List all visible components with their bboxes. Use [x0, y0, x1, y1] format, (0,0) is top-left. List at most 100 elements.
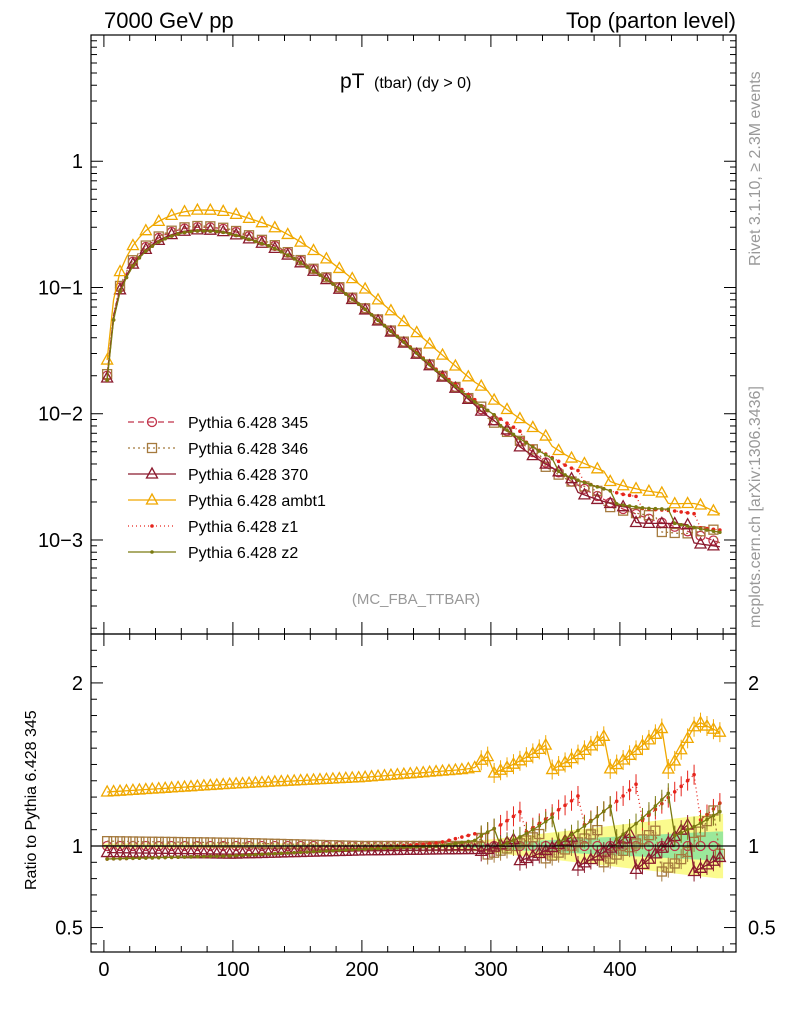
ratio-point	[563, 803, 567, 808]
ratio-point	[582, 824, 587, 828]
ratio-point	[189, 855, 193, 859]
ratio-point	[113, 845, 127, 858]
ratio-point	[672, 790, 677, 794]
ratio-point	[472, 831, 477, 836]
ratio-point	[466, 833, 471, 838]
data-point	[485, 408, 490, 413]
ratio-point	[289, 839, 300, 850]
ratio-point	[661, 761, 675, 774]
ratio-point	[268, 774, 282, 787]
data-point	[524, 441, 529, 445]
ratio-point	[706, 721, 721, 734]
ratio-point	[397, 843, 411, 856]
ratio-point	[214, 854, 219, 858]
data-point	[395, 334, 400, 339]
ratio-point	[255, 846, 269, 859]
data-point	[137, 256, 142, 260]
data-point	[603, 496, 617, 509]
data-point	[563, 463, 567, 467]
data-point	[305, 265, 309, 269]
data-point	[382, 323, 387, 328]
data-point	[653, 506, 658, 511]
ratio-point	[576, 828, 580, 833]
ratio-point	[311, 849, 316, 854]
ratio-point	[255, 775, 269, 788]
data-point	[410, 325, 424, 338]
ratio-point	[526, 746, 540, 759]
data-point	[460, 389, 464, 394]
data-point	[221, 230, 226, 235]
ratio-point	[614, 799, 619, 804]
data-point	[629, 515, 643, 528]
data-point	[616, 478, 630, 491]
data-point	[621, 503, 625, 507]
ratio-point	[627, 788, 632, 792]
data-point	[434, 368, 438, 373]
data-point	[511, 425, 516, 430]
data-point	[685, 524, 690, 528]
data-point	[358, 302, 372, 315]
ratio-point	[537, 823, 542, 828]
ratio-point	[324, 849, 329, 853]
data-point	[692, 525, 696, 530]
ratio-point	[442, 842, 456, 855]
y-tick-label-ratio-right: 0.5	[748, 918, 776, 940]
ratio-point	[377, 843, 392, 856]
ratio-point	[423, 842, 437, 855]
data-point	[229, 227, 243, 240]
ratio-point	[468, 760, 482, 773]
ratio-point	[343, 848, 348, 852]
ratio-point	[223, 846, 237, 859]
data-point	[474, 378, 488, 391]
data-point	[165, 227, 179, 240]
ratio-point	[268, 845, 282, 858]
ratio-point	[713, 724, 727, 737]
data-point	[337, 287, 342, 291]
ratio-point	[674, 742, 688, 755]
ratio-point	[545, 762, 559, 775]
ratio-point	[666, 791, 671, 796]
x-tick-label: 200	[345, 959, 378, 981]
ratio-point	[577, 855, 592, 868]
legend-marker	[145, 492, 159, 505]
ratio-point	[273, 851, 277, 856]
ratio-point	[590, 848, 604, 861]
ratio-point	[453, 841, 458, 846]
ratio-point	[313, 772, 327, 785]
data-point	[229, 207, 243, 220]
data-point	[492, 413, 496, 417]
data-point	[706, 503, 721, 516]
y-tick-label-ratio-right: 1	[748, 836, 759, 858]
data-point	[505, 428, 509, 432]
ratio-point	[563, 836, 567, 841]
data-point	[384, 324, 398, 337]
data-point	[589, 482, 593, 487]
ratio-point	[363, 847, 367, 851]
data-point	[435, 347, 450, 360]
data-point	[514, 435, 526, 446]
ratio-point	[137, 856, 142, 860]
series-ratio-2	[100, 815, 727, 882]
data-point	[569, 476, 574, 480]
data-point	[590, 492, 604, 505]
data-point	[150, 244, 155, 248]
legend-marker	[150, 550, 154, 554]
data-point	[371, 292, 385, 305]
ratio-point	[332, 771, 346, 784]
ratio-point	[461, 842, 475, 855]
data-point	[693, 536, 708, 549]
ratio-point	[474, 752, 488, 765]
mcplots-label: mcplots.cern.ch [arXiv:1306.3436]	[747, 386, 764, 628]
ratio-point	[240, 853, 245, 858]
data-point	[384, 303, 398, 316]
data-point	[152, 214, 166, 227]
ratio-point	[298, 850, 303, 855]
legend-label: Pythia 6.428 346	[188, 441, 308, 458]
ratio-point	[105, 857, 109, 861]
data-point	[647, 506, 651, 511]
data-point	[214, 229, 219, 234]
ratio-point	[700, 857, 714, 870]
series-line-main	[106, 230, 720, 531]
data-point	[363, 307, 367, 312]
ratio-point	[276, 838, 287, 850]
